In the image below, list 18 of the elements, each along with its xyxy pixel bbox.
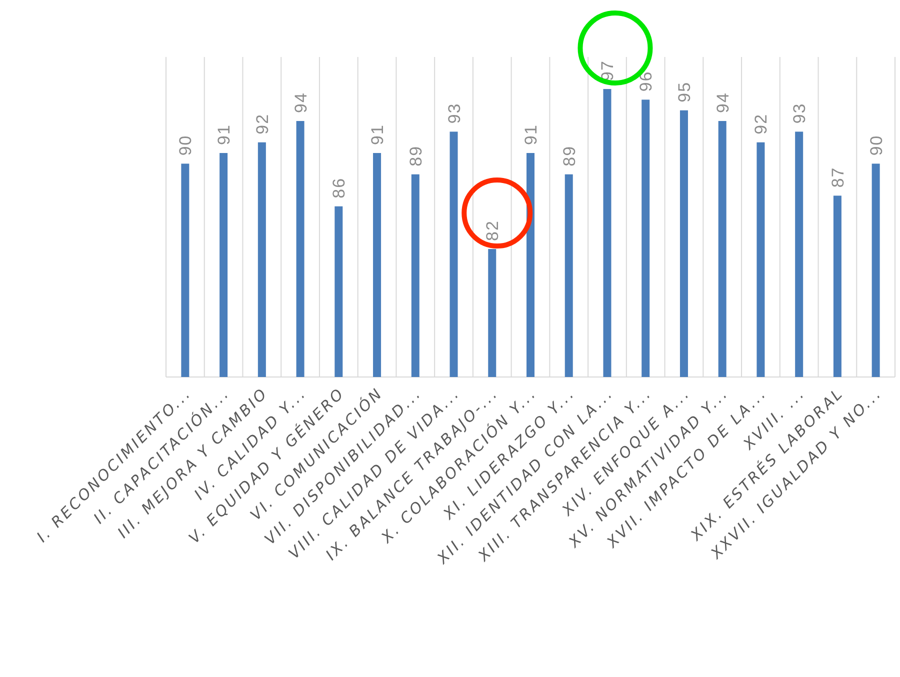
data-label: 94 [713,92,732,113]
data-label: 93 [444,102,464,124]
data-label: 91 [214,124,234,145]
data-label: 89 [560,145,579,166]
data-label: 89 [406,145,426,166]
data-label: 92 [752,113,771,134]
data-label: 82 [483,220,502,241]
data-label: 91 [368,124,388,145]
data-label: 87 [828,166,848,188]
data-label: 95 [674,81,694,102]
data-label: 91 [522,124,540,145]
data-label: 86 [330,177,349,198]
data-label: 92 [252,113,272,134]
data-label: 94 [291,92,310,113]
data-label: 90 [866,134,886,156]
data-label: 93 [790,102,810,124]
data-label: 90 [176,134,196,156]
data-label: 96 [636,70,656,92]
